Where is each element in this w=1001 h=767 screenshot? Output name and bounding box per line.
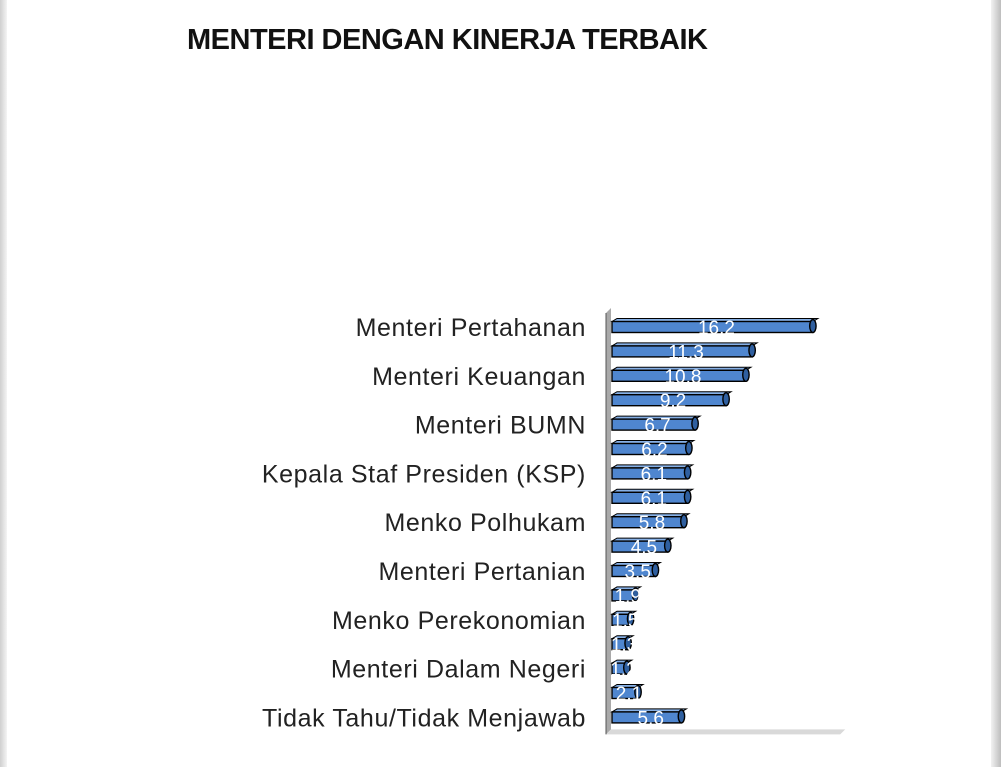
chart-title: MENTERI DENGAN KINERJA TERBAIK [187, 24, 708, 56]
category-label: Kepala Staf Presiden (KSP) [262, 460, 586, 488]
bar [610, 464, 695, 480]
data-label: 6.1 [641, 489, 667, 510]
data-label: 3.5 [624, 562, 650, 583]
bar [610, 659, 634, 675]
data-label: 5.6 [638, 708, 664, 729]
bar [610, 415, 702, 431]
data-label: 10.8 [664, 367, 701, 388]
category-label: Menteri Keuangan [372, 363, 586, 391]
right-screen-edge [991, 0, 1001, 767]
category-label: Menko Perekonomian [332, 607, 586, 635]
data-label: 16.2 [698, 318, 735, 339]
data-label: 6.7 [644, 416, 670, 437]
data-label: 4.5 [631, 538, 657, 559]
bar [610, 708, 689, 724]
data-label: 9.2 [660, 391, 686, 412]
category-label: Menteri Pertahanan [356, 314, 586, 342]
bar [610, 610, 638, 626]
category-label: Tidak Tahu/Tidak Menjawab [262, 704, 586, 732]
data-label: 1.9 [615, 586, 641, 607]
category-label: Menteri Dalam Negeri [331, 656, 586, 684]
category-label: Menko Polhukam [384, 509, 586, 537]
data-label: 1.3 [611, 635, 637, 656]
data-label: 1.2 [610, 660, 636, 681]
bar [610, 440, 696, 456]
axis-wall [606, 308, 611, 735]
chart-floor [606, 729, 846, 735]
bar [610, 562, 663, 578]
data-label: 2.1 [616, 684, 642, 705]
bar [610, 684, 645, 700]
data-label: 5.8 [639, 513, 665, 534]
data-label: 6.1 [641, 464, 667, 485]
bar [610, 537, 675, 553]
category-label: Menteri Pertanian [378, 558, 586, 586]
bar [610, 318, 820, 334]
bar [610, 366, 753, 382]
bar [610, 635, 635, 651]
bar [610, 586, 643, 602]
bar [610, 391, 733, 407]
category-label: Menteri BUMN [415, 412, 586, 440]
bar [610, 342, 759, 358]
bar [610, 513, 691, 529]
data-label: 1.5 [612, 611, 638, 632]
data-label: 6.2 [641, 440, 667, 461]
left-screen-edge [0, 0, 7, 767]
data-label: 11.3 [668, 342, 704, 363]
bar [610, 488, 695, 504]
